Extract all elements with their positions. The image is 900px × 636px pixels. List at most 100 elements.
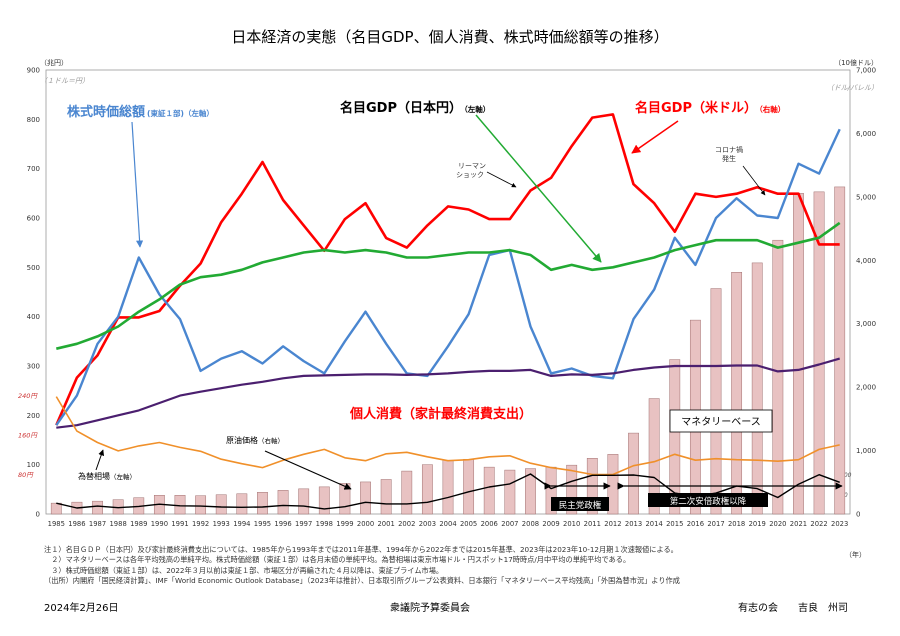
monetary-base-bar [628,432,639,515]
x-tick-label: 2001 [377,520,394,528]
left-tick-label: 500 [27,264,40,272]
monetary-base-bar [772,239,784,515]
chart-title: 日本経済の実態（名目GDP、個人消費、株式時価総額等の推移） [231,28,668,46]
series-lines [55,113,841,510]
x-axis-unit: （年） [845,550,866,559]
left-axis-unit: （兆円） [40,58,68,67]
right-tick-label: 3,000 [856,320,876,328]
yen-tick-label: 160円 [18,432,38,440]
footnotes: 注１）名目ＧＤＰ（日本円）及び家計最終消費支出については、1985年から1993… [44,545,844,587]
left-tick-label: 100 [27,461,40,469]
monetary-base-bar [401,470,413,515]
abe-label-box [648,493,768,507]
dpj-label-box [551,497,609,511]
monetary-base-bar [731,272,743,515]
left-tick-label: 200 [27,412,40,420]
monetary-label: マネタリーベース [681,416,761,428]
x-tick-label: 2012 [604,520,621,528]
x-tick-label: 2004 [439,520,456,528]
x-tick-label: 1997 [295,520,312,528]
left-tick-label: 0 [36,511,40,519]
monetary-label-box [669,409,773,433]
gdp-yen-arrow [475,114,602,263]
yen-tick-label: 240円 [18,392,38,400]
x-tick-label: 2000 [357,520,374,528]
monetary-base-bar [421,464,433,515]
gdp-usd-label-main: 名目GDP（米ドル） [635,100,757,116]
monetary-base-bar [710,288,722,515]
monetary-base-bar [257,492,268,515]
left-axis-sub-unit: （１ドル＝円） [40,77,89,85]
series-line-1 [55,128,841,426]
monetary-base-bar [360,481,371,515]
right-tick-label: 2,000 [856,384,876,392]
monetary-base-bar [834,186,846,515]
x-tick-label: 2023 [831,520,848,528]
x-tick-label: 1989 [130,520,147,528]
right-axis-ticks: 01,0002,0003,0004,0005,0006,0007,0005010… [840,67,876,519]
note-1: 注１）名目ＧＤＰ（日本円）及び家計最終消費支出については、1985年から1993… [44,545,678,554]
x-tick-label: 2007 [501,520,518,528]
plot-frame [45,69,851,515]
x-tick-label: 1992 [192,520,209,528]
x-tick-label: 2019 [749,520,766,528]
x-tick-label: 2014 [645,520,662,528]
monetary-base-bar [648,398,660,515]
fx-label-main: 為替相場 [78,471,110,481]
x-tick-label: 1994 [233,520,250,528]
x-tick-label: 2016 [687,520,704,528]
gdp-usd-arrow [631,120,679,154]
right-tick-label: 5,000 [856,193,876,201]
corona-label-1: コロナ禍 [715,145,743,154]
monetary-base-bar [195,495,207,515]
fx-arrow [95,449,105,471]
x-tick-label: 1987 [89,520,106,528]
monetary-base-bar [442,459,454,515]
monetary-base-bar [813,191,825,515]
left-tick-label: 800 [27,116,40,124]
x-tick-label: 2010 [563,520,580,528]
monetary-base-bar [504,469,516,515]
x-tick-label: 1996 [274,520,291,528]
monetary-base-bar [483,466,495,515]
left-tick-label: 900 [27,67,40,75]
x-tick-label: 2022 [810,520,827,528]
x-tick-label: 2003 [419,520,436,528]
gdp-usd-label-small: （右軸） [759,104,785,114]
x-tick-label: 1985 [48,520,65,528]
monetary-base-bar [215,494,227,515]
gdp-yen-label: 名目GDP（日本円） （左軸） [340,100,490,116]
lehman-label: リーマンショック [456,162,486,179]
x-tick-label: 1988 [109,520,126,528]
left-tick-label: 400 [27,313,40,321]
note-source: （出所）内閣府「国民経済計算」、IMF「World Economic Outlo… [44,576,680,586]
x-tick-label: 2017 [707,520,724,528]
monetary-base-bar [380,479,392,515]
monetary-base-bar [751,262,763,515]
series-line-0 [55,113,840,426]
footer-author: 有志の会 吉良 州司 [738,603,848,614]
monetary-base-bar [277,490,289,515]
gdp-usd-label: 名目GDP（米ドル） （右軸） [635,100,785,116]
stock-label: 株式時価総額 (東証１部)（左軸） [67,104,214,120]
x-tick-label: 1998 [316,520,333,528]
left-tick-label: 700 [27,165,40,173]
oil-label-main: 原油価格 [226,435,258,445]
stock-label-small: (東証１部)（左軸） [147,108,214,118]
lehman-label-1: リーマン [458,162,486,170]
monetary-base-bar [50,502,62,515]
stock-arrow [131,121,144,248]
corona-label-2: 発生 [722,154,736,163]
x-tick-label: 2018 [728,520,745,528]
note-3: ３）株式時価総額（東証１部）は、2022年３月以前は東証１部、市場区分が再編され… [44,565,444,575]
corona-arrow [742,165,766,196]
abe-label: 第二次安倍政権以降 [670,496,747,507]
x-tick-label: 2013 [625,520,642,528]
x-tick-label: 2020 [769,520,786,528]
x-tick-label: 1993 [213,520,230,528]
right-tick-label: 7,000 [856,67,876,75]
corona-label: コロナ禍発生 [715,145,743,163]
x-tick-label: 1991 [171,520,188,528]
monetary-base-bar [298,488,310,515]
x-tick-label: 1986 [68,520,85,528]
